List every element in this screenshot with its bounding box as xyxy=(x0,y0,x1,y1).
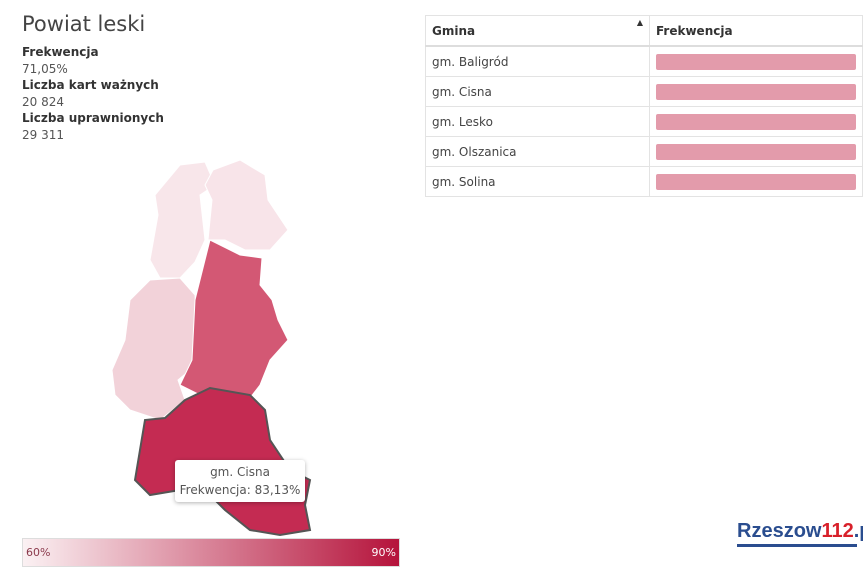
logo-line xyxy=(737,544,857,547)
gmina-cell: gm. Solina xyxy=(425,166,650,197)
stat-value: 29 311 xyxy=(22,128,64,142)
legend-max: 90% xyxy=(371,546,396,559)
bar-cell xyxy=(649,106,863,137)
sort-icon: ▲ xyxy=(636,18,643,27)
legend-min: 60% xyxy=(26,546,51,559)
bar-cell xyxy=(649,166,863,197)
turnout-bar xyxy=(656,113,856,130)
stat-value: 20 824 xyxy=(22,95,64,109)
turnout-bar xyxy=(656,83,856,100)
table-row[interactable]: gm. Solina xyxy=(425,166,863,197)
table: Gmina ▲ Frekwencja gm. Baligród gm. Cisna g… xyxy=(425,15,863,197)
gmina-cell: gm. Olszanica xyxy=(425,136,650,167)
tooltip-text: Frekwencja: 83,13% xyxy=(179,483,301,497)
bar-cell xyxy=(649,136,863,167)
region[interactable] xyxy=(111,277,199,421)
gmina-cell: gm. Cisna xyxy=(425,76,650,107)
legend: 60% 90% xyxy=(22,538,400,567)
region[interactable] xyxy=(204,159,289,251)
stat-label: Liczba uprawnionych xyxy=(22,111,164,125)
table-row[interactable]: gm. Baligród xyxy=(425,45,863,77)
tooltip-name: gm. Cisna xyxy=(210,465,270,479)
logo-text: Rzeszow xyxy=(737,520,822,542)
region[interactable] xyxy=(179,239,289,399)
gmina-cell: gm. Lesko xyxy=(425,106,650,137)
tooltip: gm. Cisna Frekwencja: 83,13% xyxy=(175,460,305,502)
gmina-cell: gm. Baligród xyxy=(425,45,650,77)
column-header[interactable]: Gmina ▲ xyxy=(425,15,650,47)
bar-cell xyxy=(649,45,863,77)
header-row: Gmina ▲ Frekwencja xyxy=(425,15,863,47)
stat-label: Liczba kart ważnych xyxy=(22,78,159,92)
table-row[interactable]: gm. Olszanica xyxy=(425,136,863,167)
table-row[interactable]: gm. Lesko xyxy=(425,106,863,137)
map xyxy=(111,159,312,537)
column-header[interactable]: Frekwencja xyxy=(649,15,863,47)
title: Powiat leski xyxy=(22,12,146,36)
logo[interactable]: Rzeszow112.pl xyxy=(737,520,863,547)
logo-text: .pl xyxy=(853,520,863,542)
header-text: Frekwencja xyxy=(656,23,733,38)
bar-cell xyxy=(649,76,863,107)
stat-label: Frekwencja xyxy=(22,45,99,59)
table-row[interactable]: gm. Cisna xyxy=(425,76,863,107)
header-text: Gmina xyxy=(432,23,476,38)
turnout-bar xyxy=(656,173,856,190)
stat-value: 71,05% xyxy=(22,62,68,76)
turnout-bar xyxy=(656,53,856,70)
logo-text: 112 xyxy=(821,520,854,542)
turnout-bar xyxy=(656,143,856,160)
